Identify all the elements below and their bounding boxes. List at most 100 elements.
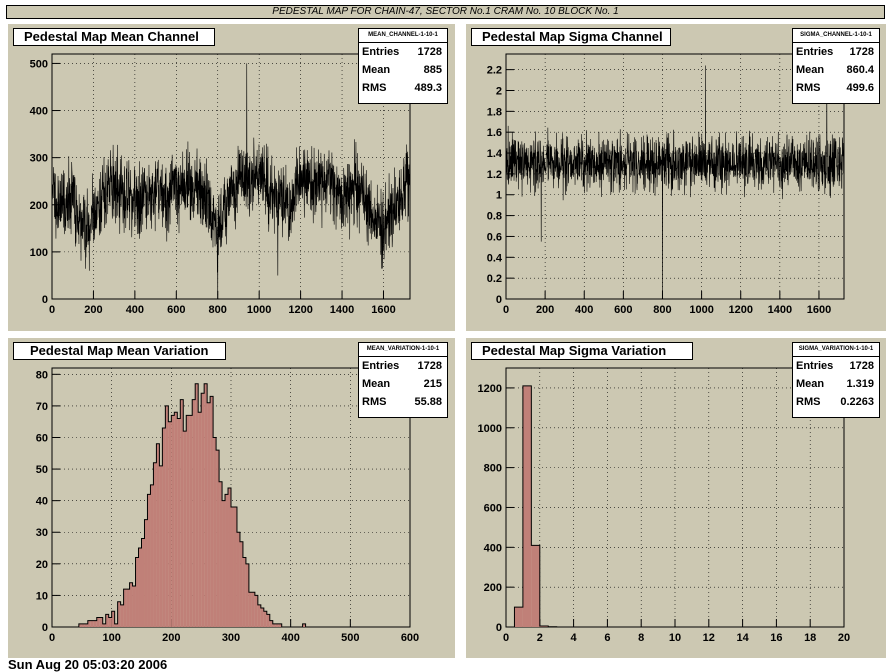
histogram-bar: [165, 406, 168, 627]
y-tick-label: 0: [42, 622, 48, 634]
histogram-bar: [243, 558, 246, 627]
x-tick-label: 14: [736, 632, 749, 644]
y-tick-label: 70: [36, 401, 48, 413]
y-tick-label: 1000: [478, 423, 502, 435]
page-banner: PEDESTAL MAP FOR CHAIN-47, SECTOR No.1 C…: [6, 5, 885, 19]
y-tick-label: 800: [484, 463, 502, 475]
histogram-bar: [109, 618, 112, 627]
histogram-bar: [222, 501, 225, 627]
stats-mean-value: 860.4: [846, 61, 874, 79]
y-tick-label: 1200: [478, 383, 502, 395]
stats-name: MEAN_VARIATION-1-10-1: [359, 343, 447, 357]
stats-entries-value: 1728: [418, 43, 442, 61]
histogram-bar: [159, 466, 162, 627]
y-tick-label: 30: [36, 527, 48, 539]
y-tick-label: 100: [30, 247, 48, 259]
y-tick-label: 1.2: [487, 169, 502, 181]
y-tick-label: 300: [30, 153, 48, 165]
x-tick-label: 800: [209, 304, 227, 316]
histogram-bar: [142, 539, 145, 627]
x-tick-label: 200: [162, 632, 180, 644]
stats-rms-value: 0.2263: [840, 393, 874, 411]
histogram-bars: [79, 384, 306, 627]
x-tick-label: 1400: [768, 304, 792, 316]
histogram-bar: [219, 482, 222, 627]
stats-entries-value: 1728: [850, 357, 874, 375]
x-tick-label: 400: [126, 304, 144, 316]
histogram-bar: [231, 507, 234, 627]
histogram-bar: [186, 415, 189, 627]
stats-rms-value: 489.3: [414, 79, 442, 97]
histogram-bar: [201, 393, 204, 627]
x-tick-label: 800: [653, 304, 671, 316]
histogram-bar: [121, 605, 124, 627]
x-tick-label: 500: [341, 632, 359, 644]
y-tick-label: 0: [496, 294, 502, 306]
x-tick-label: 400: [575, 304, 593, 316]
histogram-bar: [153, 463, 156, 627]
x-tick-label: 20: [838, 632, 850, 644]
histogram-bar: [156, 444, 159, 627]
stats-rms-value: 55.88: [414, 393, 442, 411]
histogram-bar: [183, 431, 186, 627]
stats-name: SIGMA_CHANNEL-1-10-1: [793, 29, 879, 43]
sigma-channel-title: Pedestal Map Sigma Channel: [471, 28, 671, 46]
x-tick-label: 12: [703, 632, 715, 644]
stats-entries-value: 1728: [850, 43, 874, 61]
y-tick-label: 1: [496, 190, 502, 202]
x-tick-label: 600: [167, 304, 185, 316]
y-tick-label: 0.6: [487, 231, 502, 243]
y-tick-label: 1.6: [487, 127, 502, 139]
x-tick-label: 16: [770, 632, 782, 644]
y-axis: 00.20.40.60.811.21.41.61.822.2: [487, 65, 844, 306]
x-tick-label: 600: [614, 304, 632, 316]
histogram-bar: [139, 548, 142, 627]
stats-mean-value: 1.319: [846, 375, 874, 393]
x-tick-label: 10: [669, 632, 681, 644]
y-tick-label: 500: [30, 58, 48, 70]
y-tick-label: 10: [36, 590, 48, 602]
histogram-bar: [225, 494, 228, 627]
histogram-bar: [180, 400, 183, 627]
x-tick-label: 8: [638, 632, 644, 644]
timestamp-footer: Sun Aug 20 05:03:20 2006: [8, 657, 167, 672]
histogram-bar: [531, 545, 539, 627]
x-tick-label: 18: [804, 632, 816, 644]
stats-mean-value: 885: [424, 61, 442, 79]
x-tick-label: 6: [604, 632, 610, 644]
y-tick-label: 0.8: [487, 211, 502, 223]
histogram-outline: [514, 386, 844, 627]
histogram-bar: [198, 412, 201, 627]
y-tick-label: 60: [36, 432, 48, 444]
x-tick-label: 4: [571, 632, 578, 644]
histogram-bar: [249, 592, 252, 627]
x-tick-label: 1600: [807, 304, 831, 316]
histogram-bar: [94, 621, 97, 627]
y-tick-label: 0.4: [487, 252, 503, 264]
histogram-bar: [237, 532, 240, 627]
histogram-bar: [204, 384, 207, 627]
x-tick-label: 0: [503, 632, 509, 644]
histogram-bar: [207, 403, 210, 627]
stats-rms-value: 499.6: [846, 79, 874, 97]
histogram-bar: [177, 419, 180, 627]
histogram-bar: [213, 437, 216, 627]
stats-entries-value: 1728: [418, 357, 442, 375]
histogram-bar: [523, 386, 531, 627]
y-tick-label: 2.2: [487, 65, 502, 77]
histogram-bar: [192, 400, 195, 627]
y-tick-label: 400: [484, 542, 502, 554]
y-tick-label: 80: [36, 369, 48, 381]
